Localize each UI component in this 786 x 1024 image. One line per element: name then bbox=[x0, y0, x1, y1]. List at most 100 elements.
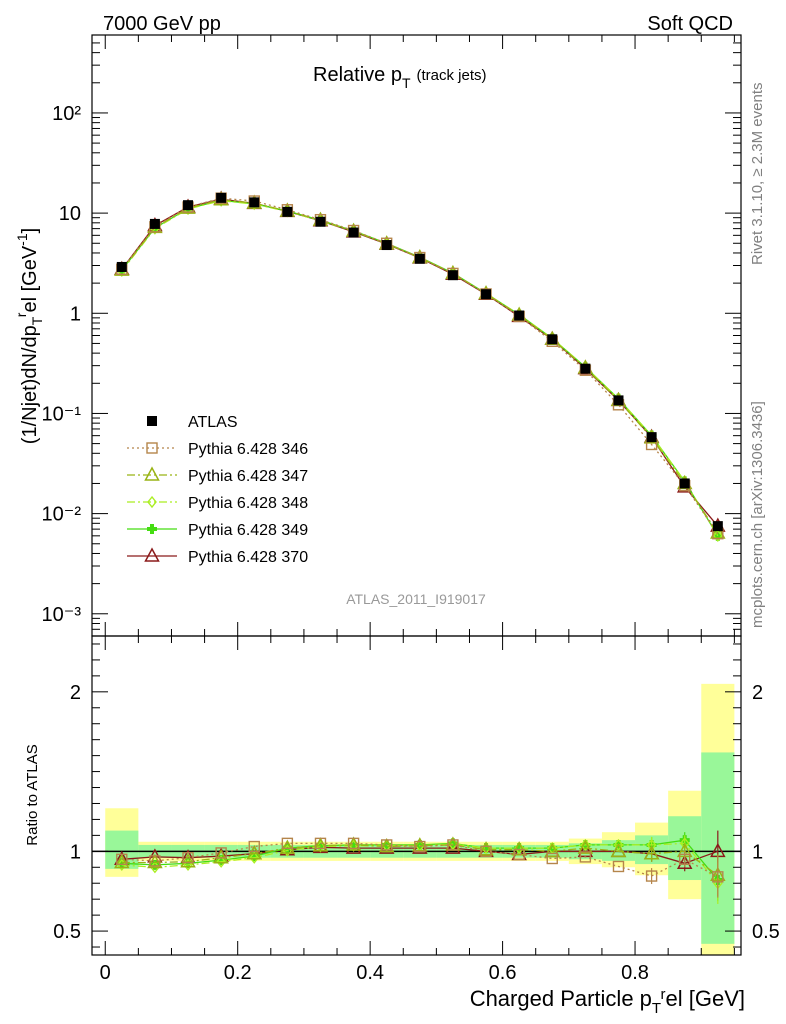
ratio-point-pythia-6-428-346 bbox=[645, 870, 658, 882]
ratio-point-pythia-6-428-349 bbox=[414, 839, 425, 850]
point-atlas bbox=[116, 261, 127, 272]
svg-text:(1/Njet)dN/dpTrel [GeV-1]: (1/Njet)dN/dpTrel [GeV-1] bbox=[13, 228, 45, 444]
ratio-point-pythia-6-428-347 bbox=[577, 839, 594, 854]
y-tick-label: 10 bbox=[59, 203, 81, 225]
ratio-point-pythia-6-428-346 bbox=[215, 847, 227, 859]
ratio-point-pythia-6-428-346 bbox=[712, 871, 724, 883]
series-atlas bbox=[116, 192, 723, 532]
legend-label: Pythia 6.428 370 bbox=[188, 549, 308, 566]
ratio-point-pythia-6-428-347 bbox=[610, 842, 627, 858]
series-pythia-6-428-348 bbox=[116, 194, 723, 542]
legend-marker bbox=[147, 416, 157, 426]
ratio-y-tick-label-right: 0.5 bbox=[752, 921, 780, 943]
ratio-point-pythia-6-428-346 bbox=[248, 840, 260, 853]
ratio-point-pythia-6-428-346 bbox=[679, 853, 691, 865]
main-data-layer bbox=[114, 190, 726, 542]
main-panel: Relative pT (track jets) ATLAS_2011_I9190… bbox=[13, 34, 742, 637]
ratio-point-pythia-6-428-347 bbox=[279, 839, 296, 854]
ratio-point-pythia-6-428-349 bbox=[116, 858, 127, 869]
ratio-y-tick-label: 1 bbox=[70, 841, 81, 863]
y-tick-label: 10⁻³ bbox=[42, 604, 82, 626]
ratio-point-pythia-6-428-349 bbox=[149, 859, 160, 870]
x-tick-label: 0.2 bbox=[224, 962, 252, 984]
ratio-axes: 0.5 0.5 1 1 2 2 0 0.2 0.4 0.6 0.8 bbox=[53, 635, 780, 984]
point-atlas bbox=[580, 363, 591, 374]
legend-marker bbox=[146, 442, 158, 454]
x-tick-label: 0 bbox=[100, 962, 111, 984]
ratio-point-pythia-6-428-348 bbox=[580, 838, 591, 852]
legend-item-pythia-6-428-348: Pythia 6.428 348 bbox=[127, 495, 308, 512]
ratio-point-pythia-6-428-346 bbox=[414, 840, 426, 853]
ratio-point-pythia-6-428-347 bbox=[312, 837, 329, 852]
ratio-y-tick-label-right: 2 bbox=[752, 682, 763, 704]
ratio-point-pythia-6-428-349 bbox=[348, 839, 359, 850]
ratio-panel: 0.5 0.5 1 1 2 2 0 0.2 0.4 0.6 0.8 Ratio to ATLAS C… bbox=[24, 635, 780, 1017]
point-atlas bbox=[216, 192, 227, 203]
ratio-point-pythia-6-428-347 bbox=[412, 837, 428, 852]
legend-label: Pythia 6.428 347 bbox=[188, 468, 308, 485]
ratio-point-pythia-6-428-347 bbox=[544, 842, 561, 858]
ratio-point-pythia-6-428-347 bbox=[378, 837, 395, 853]
point-atlas bbox=[646, 432, 657, 443]
ratio-point-pythia-6-428-347 bbox=[114, 853, 130, 869]
mcplots-label: mcplots.cern.ch [arXiv:1306.3436] bbox=[749, 401, 766, 628]
y-tick-label: 10⁻¹ bbox=[42, 403, 82, 425]
legend-item-atlas: ATLAS bbox=[147, 414, 238, 431]
ratio-line-pythia-6-428-346 bbox=[121, 842, 719, 878]
ratio-point-pythia-6-428-349 bbox=[447, 838, 458, 849]
ratio-point-pythia-6-428-346 bbox=[579, 851, 592, 863]
legend-label: Pythia 6.428 349 bbox=[188, 522, 308, 539]
ratio-point-pythia-6-428-347 bbox=[246, 845, 263, 860]
ratio-point-pythia-6-428-349 bbox=[481, 843, 492, 854]
legend-label: Pythia 6.428 348 bbox=[188, 495, 308, 512]
legend: ATLAS Pythia 6.428 346 Pythia 6.428 347 Pyt… bbox=[127, 414, 308, 566]
ratio-point-pythia-6-428-347 bbox=[643, 845, 660, 860]
point-atlas bbox=[679, 478, 690, 489]
y-tick-label: 10² bbox=[52, 103, 81, 125]
x-tick-label: 0.8 bbox=[621, 962, 649, 984]
x-tick-label: 0.4 bbox=[356, 962, 384, 984]
point-atlas bbox=[282, 206, 293, 217]
ratio-point-pythia-6-428-346 bbox=[513, 848, 525, 861]
ratio-point-pythia-6-428-348 bbox=[116, 858, 127, 872]
ratio-point-pythia-6-428-346 bbox=[182, 852, 194, 864]
ratio-uncertainty-bands bbox=[92, 683, 741, 955]
legend-item-pythia-6-428-349: Pythia 6.428 349 bbox=[127, 522, 308, 539]
point-atlas bbox=[315, 216, 326, 227]
legend-marker bbox=[144, 547, 160, 562]
ratio-data-layer bbox=[114, 830, 726, 904]
header-right: Soft QCD bbox=[647, 13, 733, 35]
ratio-point-pythia-6-428-346 bbox=[347, 837, 360, 850]
point-atlas bbox=[149, 218, 160, 229]
ratio-ylabel: Ratio to ATLAS bbox=[24, 744, 41, 845]
point-atlas bbox=[547, 334, 558, 345]
ratio-point-pythia-6-428-346 bbox=[314, 837, 327, 850]
series-pythia-6-428-346 bbox=[116, 192, 724, 540]
point-atlas bbox=[481, 289, 492, 300]
legend-marker bbox=[144, 466, 160, 481]
ratio-point-pythia-6-428-348 bbox=[613, 838, 624, 852]
legend-marker bbox=[147, 495, 157, 509]
ratio-point-pythia-6-428-347 bbox=[213, 849, 229, 864]
legend-item-pythia-6-428-347: Pythia 6.428 347 bbox=[127, 466, 308, 485]
ratio-y-tick-label-right: 1 bbox=[752, 841, 763, 863]
point-atlas bbox=[183, 200, 194, 211]
y-tick-label: 10⁻² bbox=[42, 504, 82, 526]
point-atlas bbox=[447, 270, 458, 281]
legend-marker bbox=[147, 524, 157, 534]
ratio-y-tick-label: 2 bbox=[70, 682, 81, 704]
analysis-watermark: ATLAS_2011_I919017 bbox=[346, 591, 486, 607]
main-frame bbox=[91, 34, 742, 637]
y-tick-label: 1 bbox=[70, 303, 81, 325]
ratio-point-pythia-6-428-349 bbox=[216, 855, 227, 866]
point-pythia-6-428-348 bbox=[712, 529, 723, 542]
point-atlas bbox=[348, 227, 359, 238]
ratio-point-pythia-6-428-349 bbox=[514, 843, 525, 854]
legend-label: ATLAS bbox=[188, 414, 238, 431]
ratio-point-pythia-6-428-347 bbox=[147, 853, 163, 869]
ratio-point-pythia-6-428-346 bbox=[281, 837, 294, 850]
ratio-point-pythia-6-428-346 bbox=[612, 860, 625, 873]
point-atlas bbox=[414, 253, 425, 264]
ratio-point-pythia-6-428-346 bbox=[480, 845, 492, 858]
